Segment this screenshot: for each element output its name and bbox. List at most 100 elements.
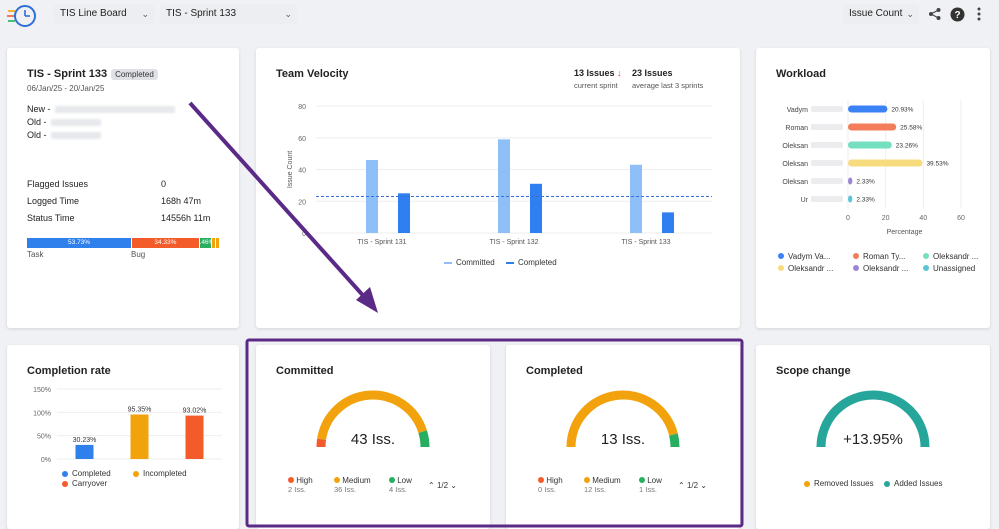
workload-card: Workload 0 20 40 60 Percentage Vadym 20.93% Rom…: [756, 48, 990, 328]
bar-completed: [662, 212, 674, 233]
workload-bar: [848, 141, 892, 149]
average-label: average last 3 sprints: [632, 81, 704, 90]
completed-total: 13 Iss.: [600, 431, 646, 448]
scope-change-card: Scope change +13.95% Removed Issues Adde…: [756, 345, 990, 529]
data-label: 93.02%: [183, 408, 207, 415]
share-icon[interactable]: [926, 5, 944, 23]
committed-total: 43 Iss.: [350, 431, 396, 448]
blurred-name: [811, 106, 843, 112]
current-sprint-value: 13 Issues ↓: [574, 68, 622, 78]
completion-bar: [185, 415, 204, 459]
legend-low[interactable]: Low 1 Iss.: [639, 476, 662, 494]
category-label: Vadym: [787, 107, 808, 114]
board-select-value: TIS Line Board: [60, 8, 127, 19]
legend-high[interactable]: High 2 Iss.: [288, 476, 313, 494]
completed-title: Completed: [526, 365, 583, 377]
workload-bar: [848, 105, 888, 113]
legend-dot: [778, 265, 784, 271]
status-time-value: 14556h 11m: [161, 213, 211, 223]
team-velocity-card: Team Velocity 13 Issues ↓ current sprint…: [256, 48, 740, 328]
legend-medium[interactable]: Medium 12 Iss.: [584, 476, 621, 494]
legend-removed-issues[interactable]: Removed Issues: [804, 479, 874, 488]
y-tick-label: 20: [298, 199, 306, 206]
issue-type-bar: 53.73%34.33%.46%: [27, 238, 219, 248]
data-label: 2.33%: [856, 197, 875, 204]
legend-committed[interactable]: Committed: [444, 258, 495, 267]
issue-type-segment[interactable]: 34.33%: [132, 238, 199, 248]
legend-dot: [853, 265, 859, 271]
issue-type-segment[interactable]: [212, 238, 216, 248]
completion-bar: [130, 414, 149, 459]
sprint-dates: 06/Jan/25 - 20/Jan/25: [27, 84, 105, 93]
svg-text:?: ?: [954, 10, 960, 21]
issue-type-segment[interactable]: 53.73%: [27, 238, 132, 248]
legend-label: Vadym Va...: [788, 252, 831, 261]
metric-select-value: Issue Count: [849, 8, 903, 19]
legend-added-issues[interactable]: Added Issues: [884, 479, 942, 488]
legend-completed[interactable]: Completed: [506, 258, 557, 267]
status-badge: Completed: [111, 68, 158, 80]
legend-low[interactable]: Low 4 Iss.: [389, 476, 412, 494]
y-tick-label: 150%: [33, 387, 51, 394]
legend-item[interactable]: Oleksandr ...: [923, 252, 983, 261]
blurred-name: [811, 124, 843, 130]
y-tick-label: 40: [298, 168, 306, 175]
sprint-title-row: TIS - Sprint 133 Completed: [27, 68, 158, 80]
app-logo-icon[interactable]: [6, 2, 40, 30]
legend-completed[interactable]: Completed: [62, 469, 111, 478]
legend-medium[interactable]: Medium 36 Iss.: [334, 476, 371, 494]
sprint-select[interactable]: TIS - Sprint 133 ⌄: [160, 4, 297, 24]
workload-chart: 0 20 40 60 Percentage Vadym 20.93% Roman 25.58% O…: [782, 100, 965, 236]
blurred-name: [811, 178, 843, 184]
metric-select[interactable]: Issue Count ⌄: [843, 4, 919, 24]
legend-carryover[interactable]: Carryover: [62, 479, 107, 488]
completed-card: Completed 13 Iss. High 0 Iss. Medium 12 Is…: [506, 345, 740, 529]
scope-change-value: +13.95%: [843, 431, 903, 448]
chevron-down-icon: ⌄: [141, 9, 149, 19]
bar-completed: [530, 183, 542, 233]
data-label: 23.26%: [896, 143, 918, 150]
velocity-chart: 0 20 40 60 80 Issue Count TIS - Sprint 131 TIS …: [287, 104, 712, 246]
issue-type-segment[interactable]: .46%: [199, 238, 212, 248]
workload-bar: [848, 195, 853, 203]
blurred-name: [811, 160, 843, 166]
board-select[interactable]: TIS Line Board ⌄: [54, 4, 154, 24]
legend-item[interactable]: Oleksandr ...: [778, 264, 853, 273]
legend-label: Oleksandr ...: [788, 264, 834, 273]
data-label: 95.35%: [128, 407, 152, 414]
x-tick-label: TIS - Sprint 133: [621, 239, 670, 246]
help-icon[interactable]: ?: [948, 5, 966, 23]
issue-type-segment[interactable]: [216, 238, 219, 248]
completion-bar: [75, 444, 94, 459]
sprint-select-value: TIS - Sprint 133: [166, 8, 237, 19]
legend-high[interactable]: High 0 Iss.: [538, 476, 563, 494]
x-tick-label: 20: [882, 215, 890, 222]
legend-pager[interactable]: ⌃ 1/2 ⌄: [678, 481, 707, 490]
y-tick-label: 0%: [41, 457, 51, 464]
workload-bar: [848, 177, 853, 185]
x-tick-label: TIS - Sprint 132: [489, 239, 538, 246]
legend-dot: [778, 253, 784, 259]
y-tick-label: 80: [298, 104, 306, 111]
chevron-down-icon: ⌄: [906, 9, 914, 19]
x-tick-label: 60: [957, 215, 965, 222]
legend-item[interactable]: Vadym Va...: [778, 252, 853, 261]
category-label: Ur: [801, 197, 809, 204]
data-label: 25.58%: [900, 125, 922, 132]
bar-committed: [630, 164, 642, 233]
legend-dot: [853, 253, 859, 259]
top-bar: TIS Line Board ⌄ TIS - Sprint 133 ⌄ Issu…: [0, 0, 999, 30]
more-vertical-icon[interactable]: [970, 5, 988, 23]
scope-title: Scope change: [776, 365, 851, 377]
legend-item[interactable]: Roman Ty...: [853, 252, 923, 261]
legend-item[interactable]: Unassigned: [923, 264, 983, 273]
category-label: Oleksan: [782, 143, 808, 150]
legend-pager[interactable]: ⌃ 1/2 ⌄: [428, 481, 457, 490]
chevron-down-icon: ⌄: [284, 9, 292, 19]
y-tick-label: 0: [302, 231, 306, 238]
legend-item[interactable]: Oleksandr ...: [853, 264, 923, 273]
logged-time-label: Logged Time: [27, 196, 80, 206]
category-label: Roman: [785, 125, 808, 132]
x-axis-label: Percentage: [887, 229, 923, 236]
legend-incompleted[interactable]: Incompleted: [133, 469, 187, 478]
